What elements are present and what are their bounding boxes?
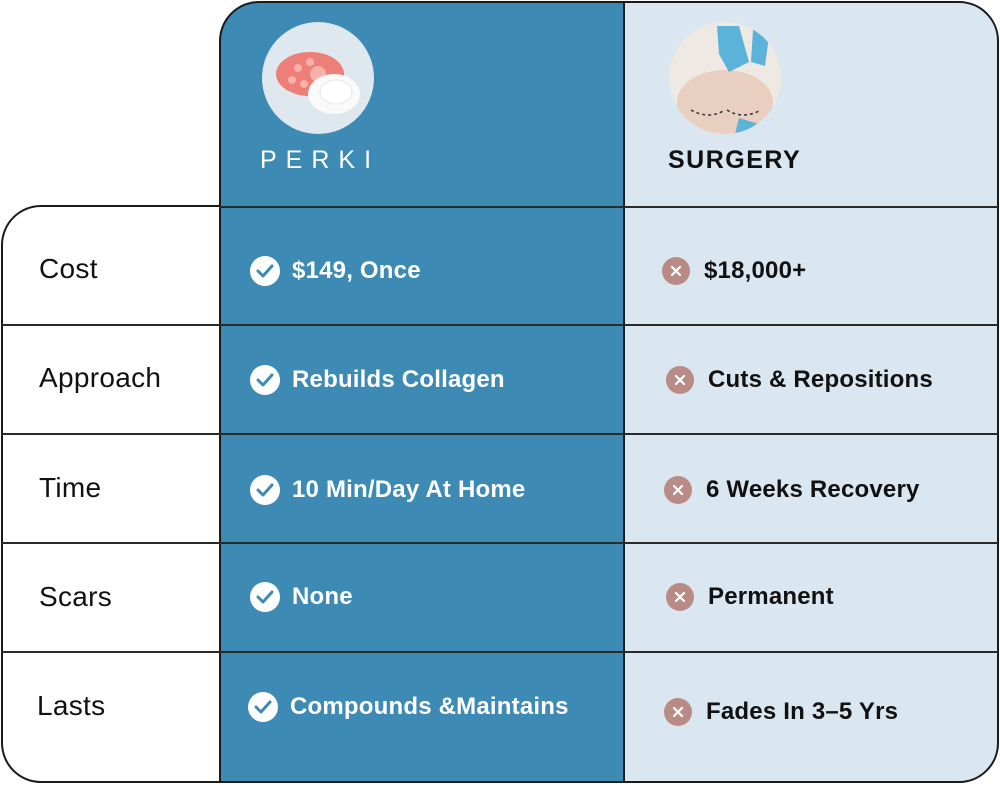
perki-cell-approach: Rebuilds Collagen — [250, 365, 505, 395]
row-label-cost: Cost — [39, 253, 98, 284]
x-circle-icon — [664, 476, 692, 504]
check-circle-icon — [248, 692, 278, 722]
surgery-cell-scars: Permanent — [666, 583, 834, 611]
perki-cell-scars: None — [250, 582, 353, 612]
perki-title: PERKI — [260, 146, 381, 174]
x-circle-icon — [664, 698, 692, 726]
check-circle-icon — [250, 256, 280, 286]
surgery-title: SURGERY — [668, 146, 802, 174]
perki-value-cost: $149, Once — [292, 257, 421, 284]
row-divider — [1, 324, 998, 326]
row-label-time: Time — [39, 472, 102, 503]
surgery-cell-approach: Cuts & Repositions — [666, 366, 933, 394]
x-circle-icon — [666, 366, 694, 394]
row-labels-column — [1, 205, 219, 783]
row-divider — [1, 433, 998, 435]
perki-cell-lasts: Compounds &Maintains — [248, 692, 569, 722]
perki-cell-cost: $149, Once — [250, 256, 421, 286]
x-circle-icon — [666, 583, 694, 611]
surgery-image — [669, 22, 781, 134]
perki-value-lasts: Compounds &Maintains — [290, 693, 569, 720]
row-label-lasts: Lasts — [37, 690, 106, 721]
surgery-cell-time: 6 Weeks Recovery — [664, 476, 920, 504]
check-circle-icon — [250, 582, 280, 612]
check-circle-icon — [250, 365, 280, 395]
surgery-value-time: 6 Weeks Recovery — [706, 476, 920, 503]
perki-device-image — [262, 22, 374, 134]
header-divider — [219, 206, 998, 208]
perki-cell-time: 10 Min/Day At Home — [250, 475, 525, 505]
perki-value-time: 10 Min/Day At Home — [292, 476, 526, 503]
surgery-value-lasts: Fades In 3–5 Yrs — [706, 698, 899, 725]
row-divider — [1, 651, 998, 653]
x-circle-icon — [662, 257, 690, 285]
surgery-value-scars: Permanent — [708, 583, 834, 610]
row-divider — [1, 542, 998, 544]
surgery-cell-lasts: Fades In 3–5 Yrs — [664, 698, 898, 726]
check-circle-icon — [250, 475, 280, 505]
perki-value-scars: None — [292, 583, 353, 610]
surgery-value-cost: $18,000+ — [704, 257, 807, 284]
row-label-approach: Approach — [39, 362, 162, 393]
row-label-scars: Scars — [39, 581, 113, 612]
surgery-cell-cost: $18,000+ — [662, 257, 806, 285]
surgery-value-approach: Cuts & Repositions — [708, 366, 933, 393]
perki-value-approach: Rebuilds Collagen — [292, 366, 505, 393]
